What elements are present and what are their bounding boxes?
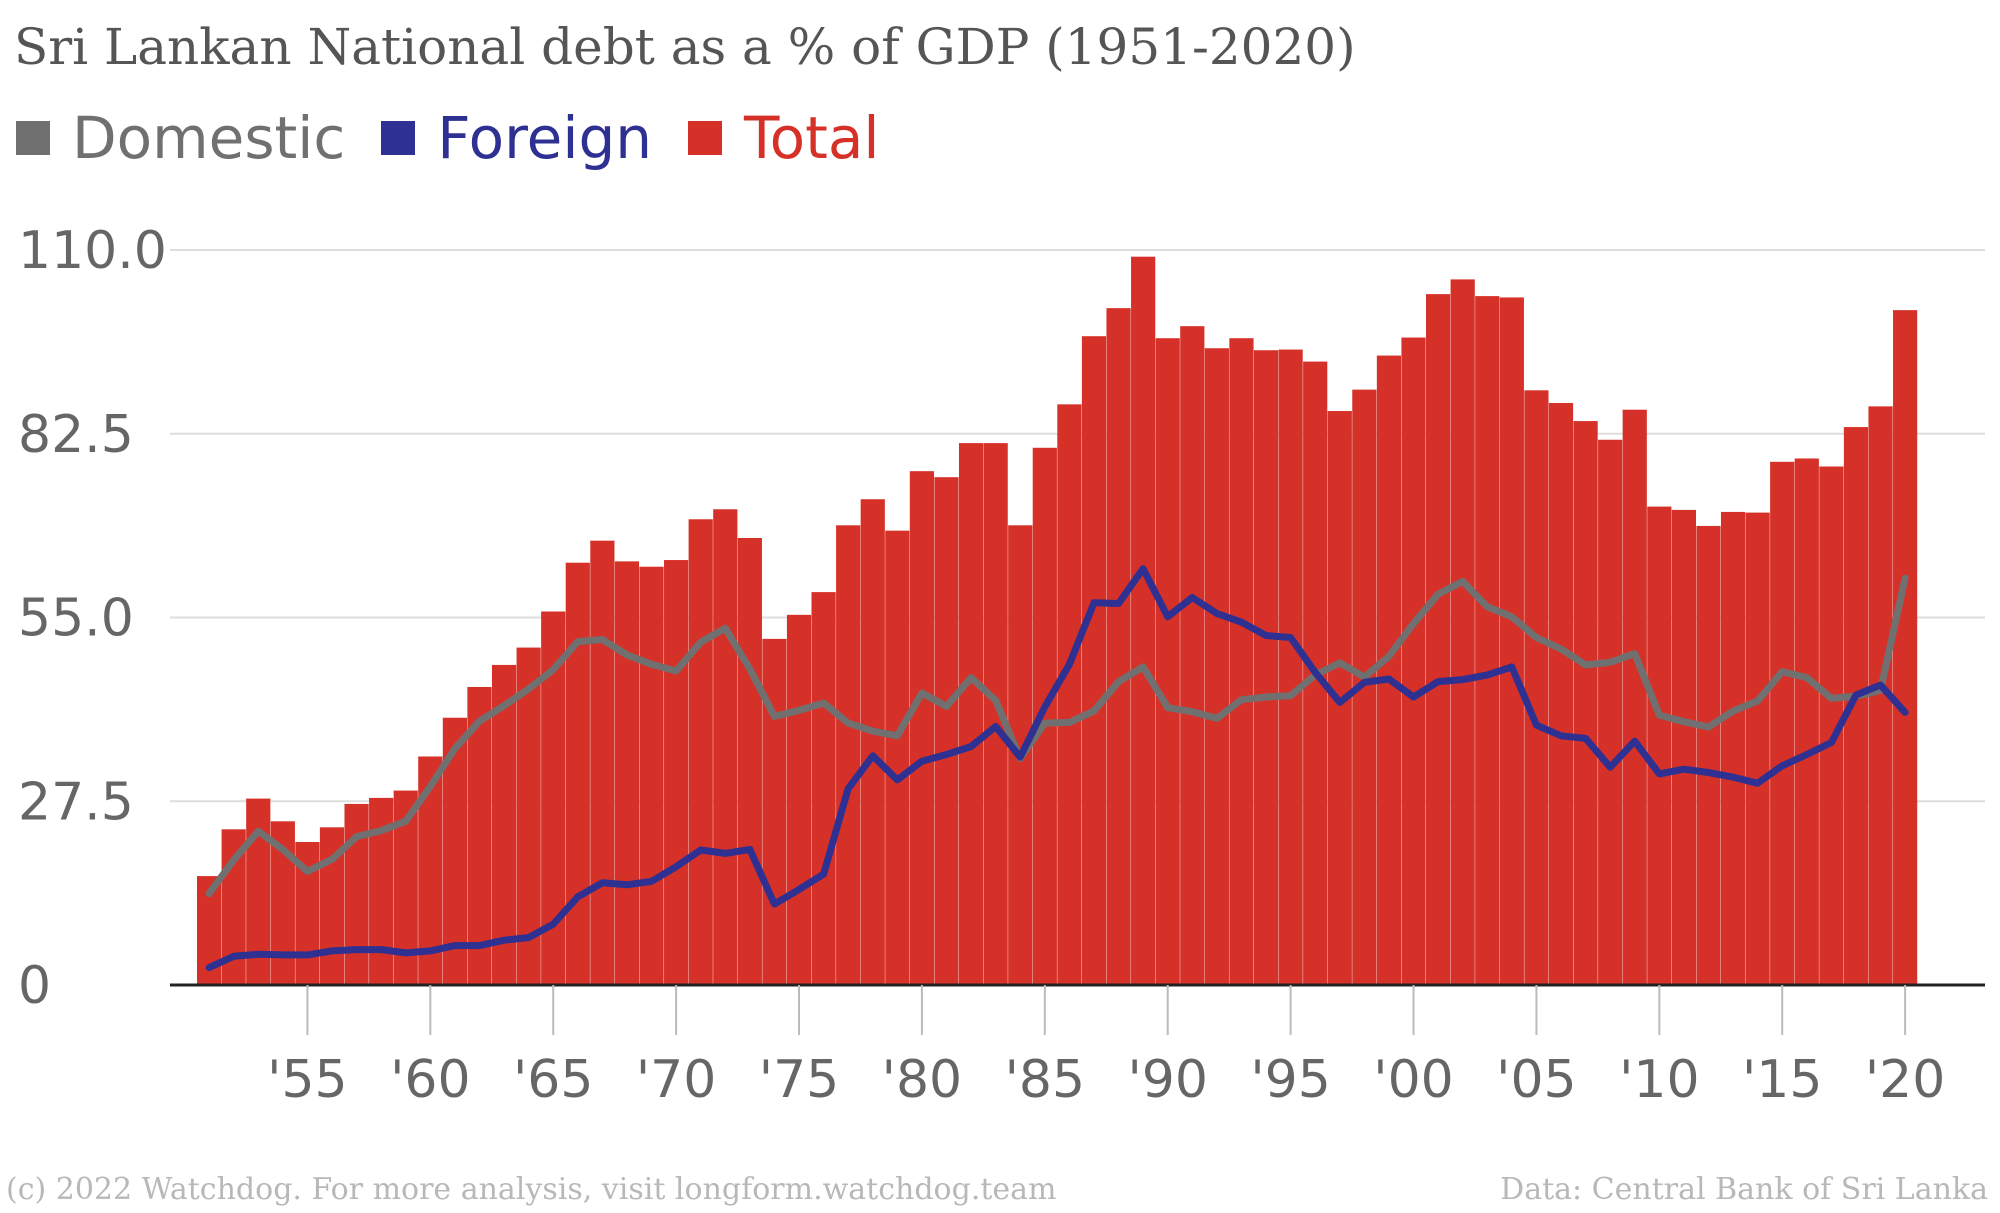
bar-total-1962 (467, 686, 492, 985)
bar-total-1967 (590, 540, 615, 985)
legend-label-domestic: Domestic (72, 104, 346, 172)
copyright-note: (c) 2022 Watchdog. For more analysis, vi… (6, 1172, 1057, 1207)
bar-total-2007 (1573, 421, 1598, 985)
bar-total-2005 (1524, 390, 1549, 985)
x-tick-label: '75 (759, 1050, 839, 1110)
bar-total-1991 (1180, 326, 1205, 985)
bar-total-2020 (1893, 310, 1918, 985)
line-foreign (205, 565, 1909, 972)
bar-total-1970 (664, 560, 689, 985)
bar-total-1977 (836, 525, 861, 985)
bar-total-2014 (1745, 512, 1770, 985)
legend-swatch-foreign (381, 121, 416, 155)
bar-total-1975 (786, 614, 812, 985)
x-tick-label: '15 (1742, 1050, 1822, 1110)
bar-total-2000 (1401, 337, 1426, 985)
x-tick-label: '00 (1373, 1050, 1453, 1110)
chart-title: Sri Lankan National debt as a % of GDP (… (14, 18, 1356, 76)
bar-total-2015 (1770, 461, 1795, 986)
y-tick-label: 55.0 (18, 589, 134, 649)
x-tick-label: '95 (1250, 1050, 1330, 1110)
bar-total-1993 (1229, 338, 1254, 985)
bar-total-1995 (1278, 349, 1303, 985)
bar-total-2012 (1696, 525, 1721, 985)
bar-total-2001 (1426, 294, 1451, 986)
legend-item-foreign: Foreign (381, 104, 652, 172)
bar-total-2011 (1671, 509, 1696, 985)
x-tick-label: '60 (390, 1050, 470, 1110)
bar-total-1981 (934, 477, 959, 985)
bar-total-1999 (1376, 355, 1402, 985)
line-domestic (205, 574, 1909, 897)
x-tick-label: '55 (267, 1050, 347, 1110)
legend-swatch-total (688, 121, 723, 155)
bar-total-1992 (1204, 348, 1229, 985)
bar-total-1979 (885, 530, 910, 985)
bar-total-1971 (688, 519, 713, 985)
y-tick-label: 110.0 (18, 221, 167, 281)
x-tick-label: '65 (513, 1050, 593, 1110)
bar-total-2003 (1475, 296, 1500, 985)
bar-total-1974 (762, 638, 787, 985)
bar-total-2009 (1622, 409, 1647, 986)
legend-label-foreign: Foreign (437, 104, 653, 172)
axes: 0 27.5 55.0 82.5 110.0 '55 '60 '65 '70 '75 '80 '85 '… (18, 221, 1985, 1110)
legend-item-total: Total (688, 104, 880, 172)
total-bars (197, 256, 1918, 986)
x-tick-label: '20 (1865, 1050, 1945, 1110)
bar-total-2004 (1499, 297, 1524, 985)
x-tick-label: '90 (1127, 1050, 1207, 1110)
bar-total-1972 (713, 509, 738, 985)
bar-total-2008 (1598, 439, 1623, 985)
y-tick-label: 82.5 (18, 405, 134, 465)
y-tick-label: 27.5 (18, 772, 134, 832)
bar-total-1964 (516, 647, 541, 985)
bar-total-1980 (909, 471, 935, 985)
bar-total-1963 (491, 664, 517, 985)
bar-total-1986 (1057, 404, 1082, 986)
y-tick-label: 0 (18, 956, 51, 1016)
legend-label-total: Total (744, 104, 880, 172)
x-tick-label: '80 (882, 1050, 962, 1110)
data-source: Data: Central Bank of Sri Lanka (1500, 1172, 1988, 1207)
series-lines (205, 565, 1909, 972)
bar-total-1990 (1155, 338, 1180, 985)
bar-total-1994 (1253, 350, 1279, 985)
legend: Domestic Foreign Total (16, 104, 916, 172)
bar-total-1989 (1131, 256, 1156, 985)
bar-total-2016 (1794, 458, 1819, 985)
x-tick-label: '05 (1496, 1050, 1576, 1110)
legend-swatch-domestic (16, 121, 50, 155)
bar-total-1973 (737, 537, 762, 985)
bar-total-2013 (1720, 511, 1746, 985)
x-tick-label: '10 (1619, 1050, 1699, 1110)
bar-total-1988 (1106, 308, 1131, 985)
bar-total-2010 (1647, 506, 1672, 985)
bar-total-1968 (614, 561, 640, 985)
bar-total-1987 (1081, 336, 1107, 986)
x-tick-label: '70 (636, 1050, 716, 1110)
bar-total-2002 (1450, 279, 1475, 985)
bar-total-1982 (958, 443, 984, 985)
x-tick-label: '85 (1005, 1050, 1085, 1110)
bar-total-1976 (811, 592, 836, 985)
bar-total-2006 (1548, 403, 1574, 985)
legend-item-domestic: Domestic (16, 104, 345, 172)
bar-total-1966 (565, 562, 590, 985)
bar-total-1969 (639, 566, 664, 985)
bar-total-1978 (860, 499, 885, 985)
